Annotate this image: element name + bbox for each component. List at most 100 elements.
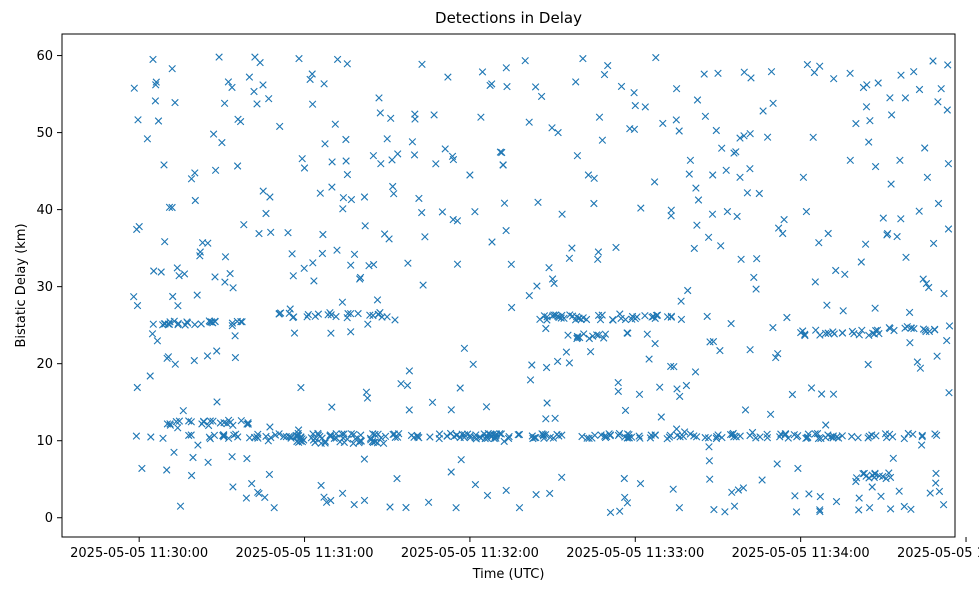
- data-point: [824, 229, 832, 238]
- data-point: [193, 291, 201, 299]
- data-point: [143, 135, 152, 143]
- data-point: [226, 269, 234, 278]
- data-point: [295, 54, 303, 63]
- data-point: [311, 438, 319, 447]
- data-point: [536, 315, 544, 323]
- data-point: [722, 166, 730, 174]
- data-point: [670, 363, 678, 371]
- data-point: [393, 474, 401, 483]
- data-point: [363, 394, 372, 402]
- data-point: [457, 456, 465, 464]
- data-point: [179, 407, 187, 415]
- data-point: [900, 502, 908, 511]
- data-point: [811, 278, 819, 286]
- data-point: [173, 264, 181, 272]
- data-point: [822, 421, 830, 429]
- data-point: [554, 128, 562, 137]
- data-point: [197, 320, 205, 328]
- data-point: [383, 135, 391, 143]
- data-point: [300, 164, 309, 172]
- data-point: [736, 134, 744, 142]
- data-point: [502, 64, 510, 72]
- data-point: [616, 507, 624, 515]
- data-point: [304, 310, 312, 319]
- data-point: [700, 70, 708, 78]
- data-point: [666, 431, 674, 439]
- data-point: [794, 464, 802, 473]
- data-point: [704, 434, 713, 442]
- data-point: [925, 283, 933, 292]
- data-point: [872, 432, 880, 440]
- data-point: [418, 60, 426, 68]
- data-point: [364, 320, 372, 328]
- data-point: [653, 311, 662, 319]
- data-point: [346, 310, 355, 318]
- y-tick-label: 30: [36, 280, 53, 295]
- x-tick-label: 2025-05-05 11:34:00: [732, 546, 870, 561]
- data-point: [342, 157, 350, 165]
- data-point: [922, 327, 930, 336]
- data-point: [386, 503, 394, 511]
- data-point: [915, 85, 924, 94]
- data-point: [460, 433, 468, 442]
- data-point: [492, 431, 500, 440]
- data-point: [933, 352, 941, 360]
- data-point: [802, 207, 811, 216]
- data-point: [477, 434, 485, 442]
- data-point: [228, 319, 237, 327]
- data-point: [531, 83, 540, 91]
- data-point: [146, 372, 154, 380]
- data-point: [780, 215, 788, 224]
- data-point: [376, 109, 384, 117]
- data-point: [185, 417, 193, 425]
- data-point: [630, 125, 639, 133]
- data-point: [174, 424, 182, 432]
- data-point: [371, 430, 379, 439]
- data-point: [769, 99, 777, 107]
- data-point: [759, 107, 767, 115]
- data-point: [221, 253, 230, 261]
- data-point: [181, 321, 189, 329]
- data-point: [886, 94, 894, 102]
- data-point: [243, 454, 251, 463]
- data-point: [174, 319, 182, 328]
- data-point: [868, 471, 877, 479]
- data-point: [608, 316, 617, 324]
- data-point: [453, 260, 462, 268]
- data-point: [185, 431, 193, 440]
- data-point: [191, 196, 199, 205]
- data-point: [583, 434, 591, 442]
- data-point: [242, 494, 251, 502]
- data-point: [160, 161, 168, 169]
- data-point: [287, 434, 295, 442]
- data-point: [857, 258, 865, 266]
- data-point: [395, 430, 403, 438]
- data-point: [132, 432, 141, 440]
- data-point: [171, 360, 179, 368]
- data-point: [752, 285, 760, 293]
- data-point: [838, 329, 847, 337]
- data-point: [130, 84, 138, 92]
- data-point: [502, 226, 510, 235]
- data-point: [233, 162, 242, 170]
- data-point: [730, 502, 739, 510]
- data-point: [676, 392, 684, 401]
- data-point: [740, 132, 748, 140]
- data-point: [486, 430, 494, 439]
- data-point: [166, 420, 174, 428]
- y-tick-label: 0: [45, 511, 53, 526]
- data-point: [421, 233, 429, 241]
- data-point: [265, 95, 273, 103]
- data-point: [893, 232, 901, 241]
- data-point: [160, 320, 169, 328]
- data-point: [180, 270, 189, 278]
- data-point: [261, 493, 269, 502]
- data-point: [469, 360, 477, 368]
- data-point: [204, 458, 212, 466]
- data-point: [187, 175, 196, 183]
- data-point: [477, 113, 485, 121]
- data-point: [595, 113, 604, 121]
- data-point: [922, 279, 931, 288]
- data-point: [865, 331, 873, 339]
